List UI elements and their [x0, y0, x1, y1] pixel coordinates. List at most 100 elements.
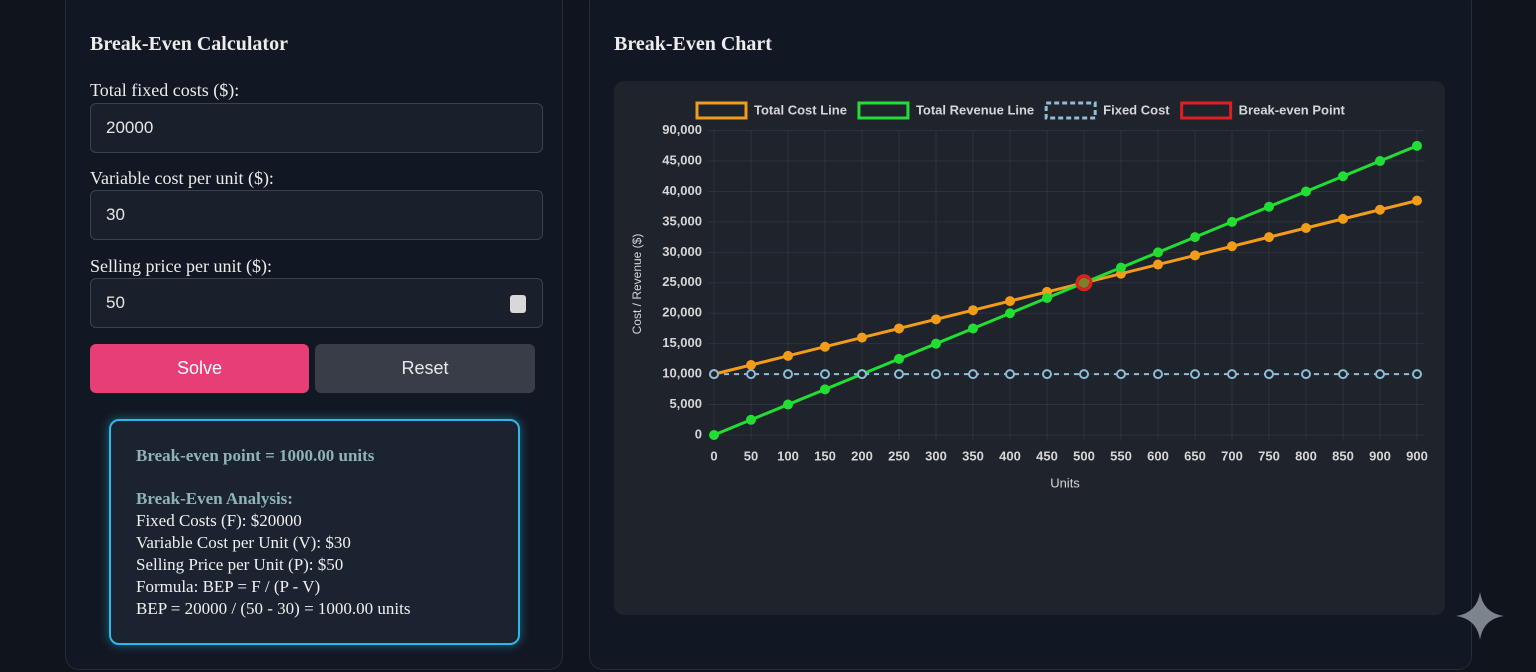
- data-point: [894, 369, 904, 380]
- data-point: [709, 369, 719, 380]
- x-axis-label: Units: [1050, 475, 1080, 490]
- input-value: 20000: [106, 118, 154, 137]
- spinner[interactable]: [510, 295, 526, 313]
- x-tick-label: 450: [1036, 448, 1058, 463]
- data-point: [1042, 369, 1052, 380]
- x-tick-label: 600: [1147, 448, 1169, 463]
- x-tick-label: 0: [710, 448, 717, 463]
- y-tick-label: 45,000: [662, 152, 702, 167]
- legend-label: Total Cost Line: [754, 102, 847, 117]
- data-point: [1301, 223, 1311, 234]
- data-point: [1412, 195, 1422, 206]
- legend-swatch: [695, 101, 748, 120]
- input[interactable]: 50: [90, 278, 543, 328]
- data-point: [857, 332, 867, 343]
- analysis-line: Variable Cost per Unit (V): $30: [136, 533, 351, 552]
- data-point: [746, 369, 756, 380]
- data-point: [1338, 213, 1348, 224]
- analysis-title: Break-Even Analysis:: [136, 489, 293, 508]
- x-tick-label: 350: [962, 448, 984, 463]
- result-headline: Break-even point = 1000.00 units: [136, 446, 375, 465]
- x-tick-label: 300: [925, 448, 947, 463]
- data-point: [857, 369, 867, 380]
- x-tick-label: 850: [1332, 448, 1354, 463]
- x-tick-label: 200: [851, 448, 873, 463]
- y-tick-label: 20,000: [662, 305, 702, 320]
- data-point: [709, 430, 719, 440]
- x-tick-label: 650: [1184, 448, 1206, 463]
- data-point: [1153, 369, 1163, 380]
- y-tick-label: 10,000: [662, 366, 702, 381]
- y-tick-label: 30,000: [662, 244, 702, 259]
- data-point: [1153, 247, 1163, 258]
- legend-label: Fixed Cost: [1103, 102, 1170, 117]
- data-point: [1412, 140, 1422, 151]
- y-axis-label: Cost / Revenue ($): [630, 234, 644, 335]
- data-point: [931, 314, 941, 325]
- data-point: [1338, 171, 1348, 182]
- data-point: [1190, 232, 1200, 243]
- data-point: [931, 369, 941, 380]
- data-point: [1227, 369, 1237, 380]
- x-tick-label: 700: [1221, 448, 1243, 463]
- data-point: [1264, 201, 1274, 212]
- data-point: [783, 350, 793, 361]
- analysis-line: BEP = 20000 / (50 - 30) = 1000.00 units: [136, 599, 411, 618]
- data-point: [1264, 369, 1274, 380]
- data-point: [894, 323, 904, 334]
- data-point: [1005, 296, 1015, 307]
- x-tick-label: 50: [744, 448, 758, 463]
- y-tick-label: 35,000: [662, 213, 702, 228]
- data-point: [1338, 369, 1348, 380]
- data-point: [1005, 308, 1015, 319]
- data-point: [746, 359, 756, 370]
- chart-title: Break-Even Chart: [614, 33, 772, 55]
- y-tick-label: 15,000: [662, 335, 702, 350]
- data-point: [1190, 250, 1200, 261]
- field-label: Selling price per unit ($):: [90, 256, 272, 276]
- x-tick-label: 900: [1406, 448, 1428, 463]
- data-point: [1079, 369, 1089, 380]
- input[interactable]: 20000: [90, 103, 543, 153]
- y-tick-label: 25,000: [662, 274, 702, 289]
- data-point: [820, 384, 830, 395]
- x-tick-label: 400: [999, 448, 1021, 463]
- input-value: 50: [106, 293, 125, 312]
- data-point: [1153, 259, 1163, 270]
- y-tick-label: 0: [695, 426, 702, 441]
- data-point: [931, 338, 941, 349]
- data-point: [1375, 369, 1385, 380]
- legend-label: Break-even Point: [1239, 102, 1346, 117]
- field-label: Total fixed costs ($):: [90, 80, 240, 100]
- data-point: [1412, 369, 1422, 380]
- solve-button[interactable]: Solve: [90, 344, 309, 393]
- data-point: [783, 399, 793, 410]
- data-point: [820, 369, 830, 380]
- x-tick-label: 150: [814, 448, 836, 463]
- legend-swatch: [1180, 101, 1233, 120]
- x-tick-label: 100: [777, 448, 799, 463]
- data-point: [1042, 293, 1052, 304]
- data-point: [1116, 262, 1126, 273]
- data-point: [894, 353, 904, 364]
- x-tick-label: 550: [1110, 448, 1132, 463]
- chart-panel: [614, 81, 1445, 615]
- x-tick-label: 750: [1258, 448, 1280, 463]
- y-tick-label: 5,000: [669, 396, 702, 411]
- data-point: [1301, 186, 1311, 197]
- data-point: [1227, 241, 1237, 252]
- legend-swatch: [857, 101, 910, 120]
- x-tick-label: 800: [1295, 448, 1317, 463]
- analysis-line: Formula: BEP = F / (P - V): [136, 577, 321, 596]
- data-point: [820, 341, 830, 352]
- data-point: [1116, 369, 1126, 380]
- input[interactable]: 30: [90, 190, 543, 240]
- data-point: [968, 369, 978, 380]
- data-point: [1264, 232, 1274, 243]
- break-even-point: [1075, 274, 1093, 292]
- data-point: [1375, 204, 1385, 215]
- data-point: [1227, 216, 1237, 227]
- reset-button[interactable]: Reset: [315, 344, 535, 393]
